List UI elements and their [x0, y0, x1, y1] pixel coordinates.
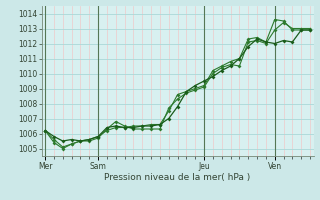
X-axis label: Pression niveau de la mer( hPa ): Pression niveau de la mer( hPa ) — [104, 173, 251, 182]
